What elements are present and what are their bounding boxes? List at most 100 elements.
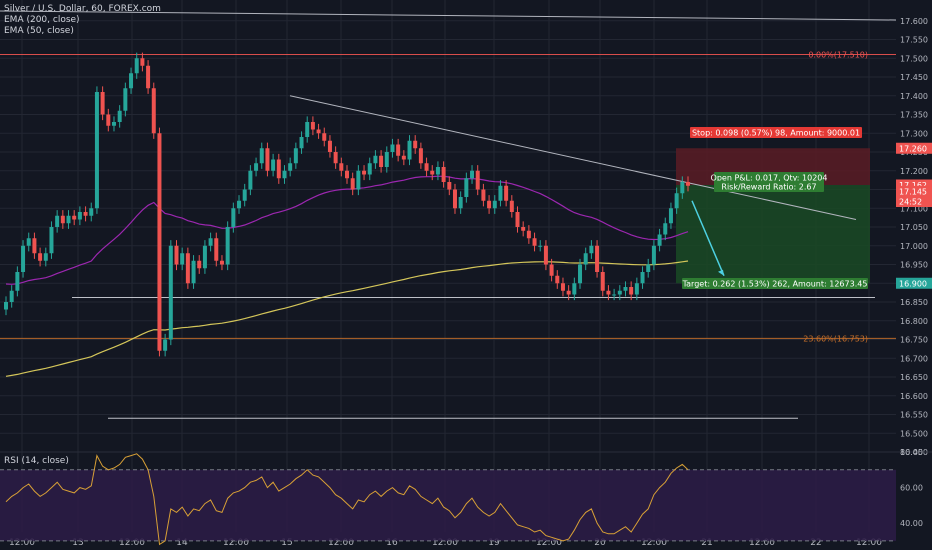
chart-legend: Silver / U.S. Dollar, 60, FOREX.com EMA … [4,4,161,37]
candle-body [89,208,94,216]
candle-body [38,253,43,261]
projection-arrow [691,200,725,277]
candle-body [566,290,571,295]
rsi-y-tick-label: 40.00 [900,519,923,528]
candle-body [623,287,628,291]
candle-body [100,92,105,115]
candle-body [60,215,65,224]
candle-body [515,212,520,227]
candle-body [288,163,293,171]
candle-body [617,290,622,295]
candle-body [327,140,332,152]
level-label: 23.60%(16.753) [803,334,868,343]
candle-body [237,200,242,209]
x-tick-label: 20 [594,538,606,548]
candle-body [4,302,8,310]
candle-body [32,238,37,254]
price-badge [896,142,932,154]
candle-body [339,163,344,171]
candle-body [214,238,219,261]
price-badge-text: 17.162 [899,181,927,190]
y-tick-label: 17.350 [900,111,928,120]
candle-body [271,159,276,171]
y-tick-label: 17.000 [900,242,928,251]
x-tick-label: 21 [701,538,712,548]
candle-body [538,245,543,247]
candle-body [367,163,372,175]
x-tick-label: 12:00 [536,538,562,548]
candle-body [185,253,190,284]
candle-body [174,245,179,265]
symbol-title[interactable]: Silver / U.S. Dollar, 60, FOREX.com [4,4,161,14]
ema50-legend[interactable]: EMA (50, close) [4,26,74,36]
x-tick-label: 13 [72,538,83,548]
candle-body [202,245,207,269]
candle-body [345,170,349,179]
y-tick-label: 16.650 [900,373,928,382]
x-tick-label: 12:00 [328,538,354,548]
candle-body [413,140,418,149]
candle-body [492,200,497,209]
y-tick-label: 17.100 [900,204,928,213]
candle-body [458,197,463,209]
price-badge-text: 17.260 [899,144,927,153]
candle-body [83,212,88,216]
candle-body [430,170,435,175]
candle-body [197,260,202,269]
y-tick-label: 16.950 [900,261,928,270]
candle-body [276,159,281,179]
candle-body [21,245,26,272]
y-tick-label: 16.700 [900,354,928,363]
candle-body [407,140,412,160]
y-tick-label: 17.600 [900,17,928,26]
x-tick-label: 12:00 [641,538,667,548]
candle-body [612,294,617,296]
candle-body [362,170,367,175]
candle-body [180,253,185,265]
candle-body [384,152,389,167]
y-tick-label: 17.050 [900,223,928,232]
candle-body [521,227,526,231]
candle-body [265,148,270,171]
target-label-bg [682,278,868,289]
x-tick-label: 12:00 [9,538,35,548]
candle-body [231,208,236,227]
candle-body [15,272,20,291]
candle-body [117,110,122,122]
candle-body [487,200,492,209]
candle-body [668,208,673,224]
candle-body [555,275,560,284]
candle-body [157,133,162,351]
candle-body [663,223,668,235]
target-zone [676,185,870,284]
candle-body [242,189,247,201]
candle-body [111,122,116,126]
ema200-legend[interactable]: EMA (200, close) [4,15,80,25]
x-tick-label: 16 [386,538,398,548]
trendline-top [0,10,897,21]
candle-body [634,283,639,295]
x-tick-label: 12:00 [749,538,775,548]
y-tick-label: 17.200 [900,167,928,176]
candle-body [543,245,548,265]
price-badge [896,179,932,191]
candle-body [208,238,213,246]
y-tick-label: 16.600 [900,392,928,401]
candle-body [94,92,99,209]
candle-body [418,148,423,164]
candle-body [77,212,82,220]
rsi-line [5,453,689,546]
rsi-title: RSI (14, close) [4,456,69,466]
candle-body [686,182,690,186]
y-tick-label: 17.500 [900,54,928,63]
price-badge [896,277,932,289]
rr-label-bg [714,181,824,192]
candle-body [350,178,355,190]
candle-body [49,227,54,254]
candle-body [55,215,60,227]
candle-body [583,253,588,265]
level-label: 0.00%(17.510) [808,51,868,60]
y-tick-label: 17.300 [900,129,928,138]
candle-body [396,144,401,156]
